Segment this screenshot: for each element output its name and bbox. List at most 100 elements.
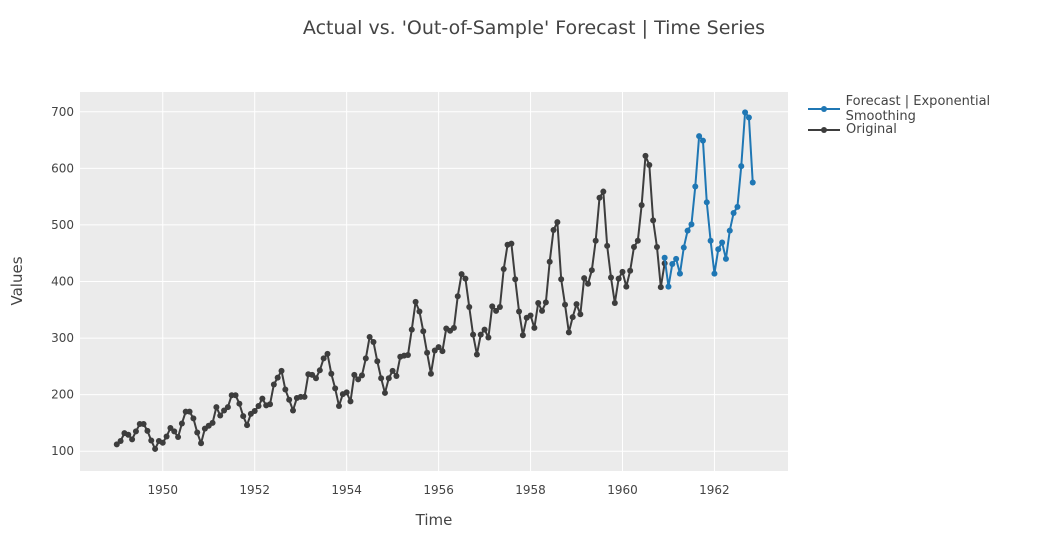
y-tick-label: 400 [51,275,74,289]
data-point-original [385,375,392,382]
data-point-original [627,267,634,274]
data-point-original [496,303,503,310]
legend-label-original: Original [846,122,897,137]
data-point-original [316,367,323,374]
data-point-forecast-exponential-smoothing [703,199,710,206]
data-point-original [500,266,507,273]
data-point-original [642,152,649,159]
data-point-forecast-exponential-smoothing [711,270,718,277]
data-point-original [485,334,492,341]
x-tick-label: 1960 [607,483,638,497]
data-point-original [113,441,120,448]
data-point-original [313,375,319,382]
data-point-original [481,326,488,333]
data-point-original [190,415,197,422]
data-point-original [516,308,523,315]
y-tick-label: 600 [51,161,74,175]
data-point-original [611,300,618,306]
data-point-original [286,396,293,403]
data-point-original [596,194,603,201]
data-point-original [416,308,423,315]
data-point-original [546,258,553,265]
data-point-original [374,358,381,365]
data-point-original [554,219,561,226]
data-point-original [569,314,576,321]
data-point-original [232,392,239,399]
data-point-original [278,367,285,374]
data-point-original [424,349,431,356]
data-point-original [167,425,174,432]
data-point-original [577,311,584,318]
legend-item-original[interactable]: Original [808,119,1062,140]
x-tick-label: 1958 [515,483,546,497]
data-point-original [389,367,396,374]
data-point-original [351,371,358,378]
chart-title: Actual vs. 'Out-of-Sample' Forecast | Ti… [302,17,766,39]
data-point-original [562,301,569,308]
data-point-original [512,276,519,283]
data-point-original [477,331,484,338]
data-point-forecast-exponential-smoothing [734,203,741,210]
data-point-original [588,267,595,274]
data-point-original [240,413,247,420]
data-point-original [244,422,251,429]
data-point-original [493,307,500,314]
data-point-original [604,242,611,249]
data-point-original [381,389,388,396]
data-point-original [619,268,626,275]
data-point-forecast-exponential-smoothing [749,179,756,186]
data-point-original [152,445,159,452]
data-point-original [343,389,350,396]
data-point-original [332,385,339,392]
y-tick-label: 100 [51,444,74,458]
data-point-forecast-exponential-smoothing [696,133,703,140]
data-point-original [290,407,297,414]
data-point-original [328,370,335,377]
data-point-original [527,312,534,319]
data-point-original [178,420,185,427]
data-point-original [171,428,178,435]
data-point-forecast-exponential-smoothing [699,137,706,144]
data-point-original [129,436,136,443]
data-point-forecast-exponential-smoothing [745,114,752,121]
data-point-forecast-exponential-smoothing [726,227,733,234]
data-point-original [251,408,258,415]
data-point-original [600,188,607,195]
y-axis-ticks: 100 200 300 400 500 600 700 [51,105,74,458]
data-point-forecast-exponential-smoothing [715,246,722,253]
data-point-original [335,402,342,409]
data-point-original [473,351,480,358]
legend-item-forecast[interactable]: Forecast | Exponential Smoothing [808,94,1062,124]
data-point-original [267,401,274,408]
data-point-original [550,227,557,234]
data-point-original [186,408,193,415]
data-point-original [542,299,549,306]
data-point-original [458,271,465,278]
data-point-original [408,326,415,333]
data-point-original [608,274,614,281]
x-tick-label: 1962 [699,483,730,497]
data-point-original [301,393,308,400]
y-tick-label: 300 [51,331,74,345]
data-point-forecast-exponential-smoothing [684,227,691,234]
data-point-original [489,303,496,310]
series-layer [113,109,756,452]
data-point-original [565,329,572,336]
data-point-original [140,421,147,428]
data-point-original [309,371,316,378]
data-point-original [194,429,201,436]
x-tick-label: 1956 [423,483,454,497]
data-point-forecast-exponential-smoothing [676,270,683,277]
data-point-original [585,280,592,287]
data-point-original [393,372,400,379]
data-point-original [427,370,434,377]
data-point-forecast-exponential-smoothing [722,255,729,262]
data-point-original [282,386,289,393]
data-point-original [412,298,419,305]
data-point-original [657,284,664,291]
y-axis-label: Values [8,256,26,305]
data-point-original [213,404,220,411]
data-point-original [144,427,151,434]
data-point-original [638,202,645,209]
data-point-original [148,437,155,444]
